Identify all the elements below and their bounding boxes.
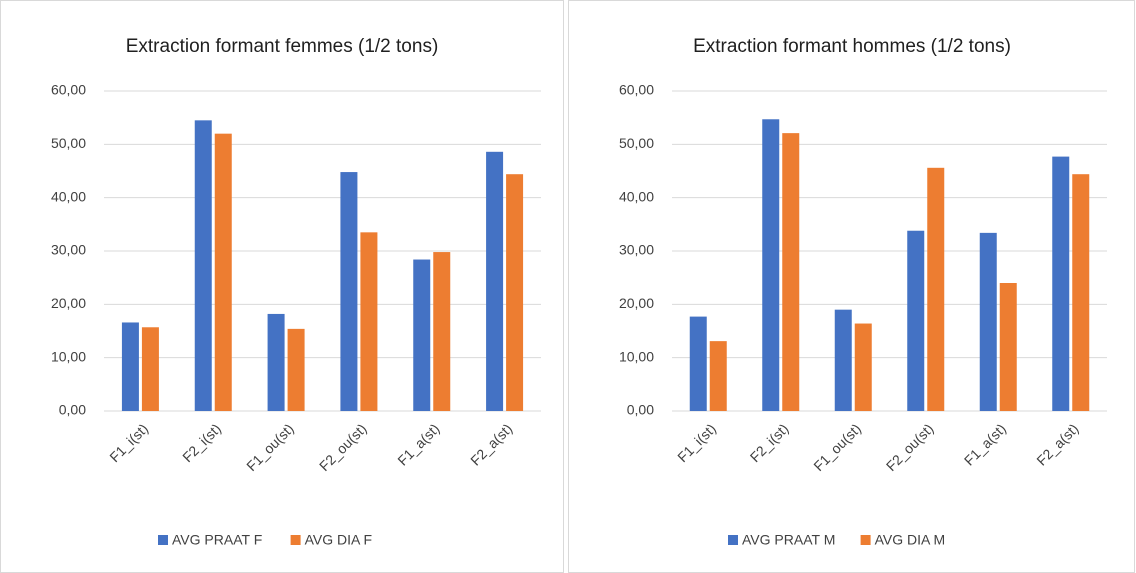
y-tick-label: 40,00	[51, 188, 86, 204]
bar	[433, 252, 451, 411]
y-tick-label: 10,00	[51, 348, 86, 364]
bar	[194, 120, 212, 411]
legend-label: AVG PRAAT F	[172, 532, 262, 548]
bar	[854, 323, 872, 411]
chart-panel	[0, 0, 564, 573]
y-tick-label: 40,00	[619, 188, 654, 204]
bar	[999, 283, 1017, 411]
y-tick-label: 30,00	[51, 242, 86, 258]
y-tick-label: 60,00	[619, 82, 654, 98]
bar	[907, 230, 925, 411]
bar	[267, 313, 285, 411]
legend-label: AVG DIA F	[305, 532, 372, 548]
bar	[834, 309, 852, 411]
y-tick-label: 0,00	[627, 402, 654, 418]
y-tick-label: 50,00	[51, 135, 86, 151]
bar	[340, 172, 358, 411]
y-tick-label: 50,00	[619, 135, 654, 151]
y-tick-label: 60,00	[51, 82, 86, 98]
bar	[121, 322, 139, 411]
bar	[979, 232, 997, 411]
y-tick-label: 10,00	[619, 348, 654, 364]
chart-title: Extraction formant hommes (1/2 tons)	[693, 36, 1011, 57]
bar	[360, 232, 378, 411]
legend-swatch	[860, 535, 871, 545]
bar	[287, 328, 305, 411]
bar	[762, 119, 780, 412]
bar	[214, 133, 232, 411]
bar	[413, 259, 431, 411]
legend-swatch	[290, 535, 301, 545]
bar	[141, 327, 159, 411]
chart-title: Extraction formant femmes (1/2 tons)	[126, 36, 439, 57]
bar	[709, 341, 727, 411]
bar	[689, 316, 707, 411]
legend-label: AVG DIA M	[875, 532, 946, 548]
bar	[486, 151, 504, 412]
chart-panel	[568, 0, 1135, 573]
y-tick-label: 20,00	[619, 295, 654, 311]
legend-swatch	[728, 535, 738, 545]
bar	[1072, 174, 1090, 411]
bar	[782, 133, 800, 411]
bar	[927, 167, 945, 411]
bar	[506, 174, 524, 411]
y-tick-label: 30,00	[619, 242, 654, 258]
bar	[1052, 156, 1070, 411]
y-tick-label: 0,00	[59, 402, 86, 418]
legend-swatch	[158, 535, 168, 545]
legend-label: AVG PRAAT M	[742, 532, 835, 548]
y-tick-label: 20,00	[51, 295, 86, 311]
